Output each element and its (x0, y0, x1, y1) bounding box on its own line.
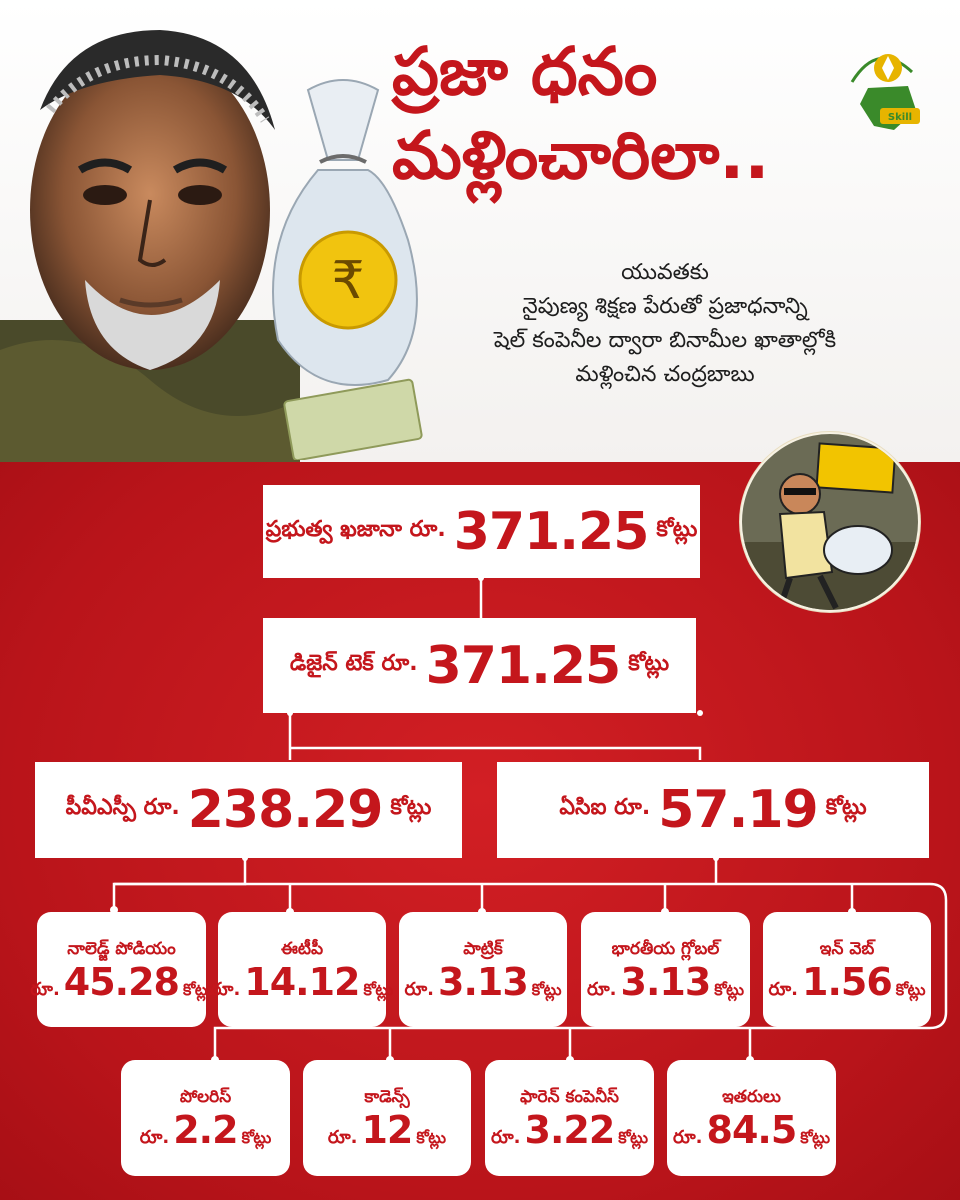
currency-prefix: రూ. (404, 978, 435, 1000)
subtitle-line: షెల్ కంపెనీల ద్వారా బినామీల ఖాతాల్లోకి (493, 328, 837, 353)
currency-prefix: రూ. (586, 978, 617, 1000)
company-name: ఫారెన్ కంపెనీస్ (520, 1087, 619, 1107)
subtitle-line: నైపుణ్య శిక్షణ పేరుతో ప్రజాధనాన్ని (522, 294, 808, 319)
company-amount: 45.28 (63, 959, 180, 1004)
designtech-box: డిజైన్ టెక్ రూ. 371.25 కోట్లు (263, 618, 696, 713)
company-box: ఫారెన్ కంపెనీస్ రూ. 3.22 కోట్లు (485, 1060, 654, 1176)
currency-prefix: రూ. (139, 1127, 170, 1148)
company-name: పోలరిస్ (179, 1087, 232, 1107)
company-unit: కోట్లు (416, 1128, 447, 1147)
company-name: ఇన్ వెబ్ (819, 938, 875, 959)
title-line-2: మళ్లించారిలా.. (392, 117, 770, 194)
company-box: ఇతరులు రూ. 84.5 కోట్లు (667, 1060, 836, 1176)
pvsp-label: పీవీఎస్పీ రూ. (65, 795, 180, 820)
company-amount: 84.5 (706, 1108, 798, 1152)
company-unit: కోట్లు (241, 1128, 272, 1147)
currency-prefix: రూ. (490, 1127, 521, 1148)
skill-development-logo: Skill (850, 54, 920, 130)
company-box: భారతీయ గ్లోబల్ రూ. 3.13 కోట్లు (581, 912, 750, 1027)
company-name: కాడెన్స్ (364, 1087, 410, 1107)
politician-portrait-image (0, 30, 300, 462)
company-amount: 14.12 (244, 959, 360, 1004)
company-unit: కోట్లు (618, 1128, 649, 1147)
pvsp-unit: కోట్లు (390, 795, 432, 820)
company-name: ఇతరులు (722, 1087, 781, 1107)
company-box: నాలెడ్జ్ పోడియం రూ. 45.28 కోట్లు (30, 912, 213, 1027)
company-box: పాట్రిక్ రూ. 3.13 కోట్లు (399, 912, 567, 1027)
company-unit: కోట్లు (363, 979, 394, 999)
company-unit: కోట్లు (183, 979, 213, 999)
company-box: పోలరిస్ రూ. 2.2 కోట్లు (121, 1060, 290, 1176)
company-unit: కోట్లు (714, 979, 745, 999)
company-box: ఈటీపీ రూ. 14.12 కోట్లు (211, 912, 393, 1027)
svg-text:Skill: Skill (888, 112, 912, 123)
treasury-amount: 371.25 (453, 501, 650, 562)
company-name: ఈటీపీ (280, 938, 324, 959)
company-amount: 3.13 (620, 959, 712, 1004)
pvsp-box: పీవీఎస్పీ రూ. 238.29 కోట్లు (35, 762, 462, 858)
svg-text:₹: ₹ (331, 251, 364, 311)
company-unit: కోట్లు (895, 979, 926, 999)
company-amount: 12 (361, 1108, 413, 1152)
subtitle-line: యువతకు (621, 260, 709, 285)
aci-amount: 57.19 (658, 780, 818, 840)
company-unit: కోట్లు (800, 1128, 831, 1147)
currency-prefix: రూ. (672, 1127, 703, 1148)
company-amount: 3.13 (438, 959, 529, 1004)
currency-prefix: రూ. (210, 978, 241, 1000)
company-amount: 3.22 (524, 1108, 616, 1152)
company-box: ఇన్ వెబ్ రూ. 1.56 కోట్లు (763, 912, 931, 1027)
company-unit: కోట్లు (531, 979, 562, 999)
aci-unit: కోట్లు (825, 795, 867, 820)
designtech-amount: 371.25 (425, 635, 622, 696)
currency-prefix: రూ. (30, 978, 60, 1000)
aci-box: ఏసిఐ రూ. 57.19 కోట్లు (497, 762, 929, 858)
pvsp-amount: 238.29 (187, 780, 384, 840)
treasury-label: ప్రభుత్వ ఖజానా రూ. (265, 516, 446, 542)
currency-prefix: రూ. (768, 978, 799, 1000)
designtech-unit: కోట్లు (628, 650, 670, 676)
company-name: నాలెడ్జ్ పోడియం (67, 938, 176, 959)
caricature-illustration (742, 434, 918, 610)
designtech-label: డిజైన్ టెక్ రూ. (289, 650, 418, 676)
company-box: కాడెన్స్ రూ. 12 కోట్లు (303, 1060, 471, 1176)
treasury-box: ప్రభుత్వ ఖజానా రూ. 371.25 కోట్లు (263, 485, 700, 578)
aci-label: ఏసిఐ రూ. (559, 795, 651, 820)
money-bag-illustration: ₹ (272, 79, 423, 460)
subtitle-block: యువతకు నైపుణ్య శిక్షణ పేరుతో ప్రజాధనాన్న… (420, 256, 910, 392)
currency-prefix: రూ. (327, 1127, 358, 1148)
company-amount: 1.56 (802, 959, 893, 1004)
caricature-badge (740, 432, 920, 612)
company-amount: 2.2 (173, 1108, 238, 1152)
title-line-1: ప్రజా ధనం (392, 33, 658, 110)
company-name: పాట్రిక్ (463, 938, 503, 959)
page-title: ప్రజా ధనం మళ్లించారిలా.. (392, 30, 832, 198)
treasury-unit: కోట్లు (656, 516, 698, 542)
company-name: భారతీయ గ్లోబల్ (611, 938, 720, 959)
subtitle-line: మళ్లించిన చంద్రబాబు (575, 362, 755, 387)
